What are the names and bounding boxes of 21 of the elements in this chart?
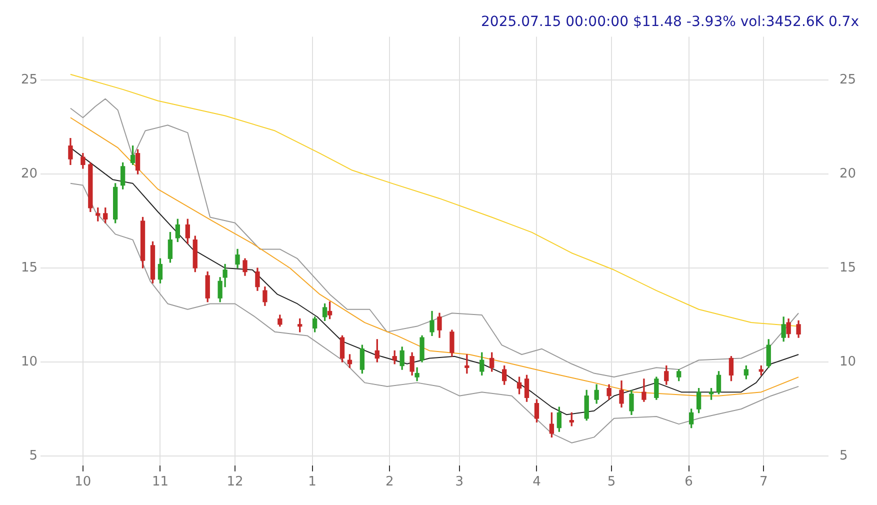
- y-tick-label: 25: [20, 72, 38, 88]
- x-tick-label: 3: [455, 474, 464, 490]
- y-tick-label: 15: [20, 260, 38, 276]
- y2-tick-label: 20: [839, 166, 856, 182]
- x-tick-label: 6: [684, 474, 693, 490]
- y2-tick-label: 25: [839, 72, 856, 88]
- y-tick-label: 10: [20, 354, 38, 370]
- x-tick-label: 2: [385, 474, 394, 490]
- chart-title: 2025.07.15 00:00:00 $11.48 -3.93% vol:3452.6K 0.7x: [481, 14, 859, 30]
- y-tick-label: 20: [20, 166, 38, 182]
- x-tick-label: 10: [74, 474, 92, 490]
- y2-tick-label: 10: [839, 354, 856, 370]
- y2-tick-label: 15: [839, 260, 856, 276]
- y-tick-label: 5: [29, 448, 38, 464]
- x-tick-label: 11: [152, 474, 168, 490]
- x-tick-label: 1: [308, 474, 316, 490]
- x-tick-label: 7: [759, 474, 768, 490]
- x-tick-label: 4: [532, 474, 541, 490]
- x-tick-label: 5: [607, 474, 616, 490]
- x-tick-label: 12: [226, 474, 244, 490]
- y2-tick-label: 5: [839, 448, 848, 464]
